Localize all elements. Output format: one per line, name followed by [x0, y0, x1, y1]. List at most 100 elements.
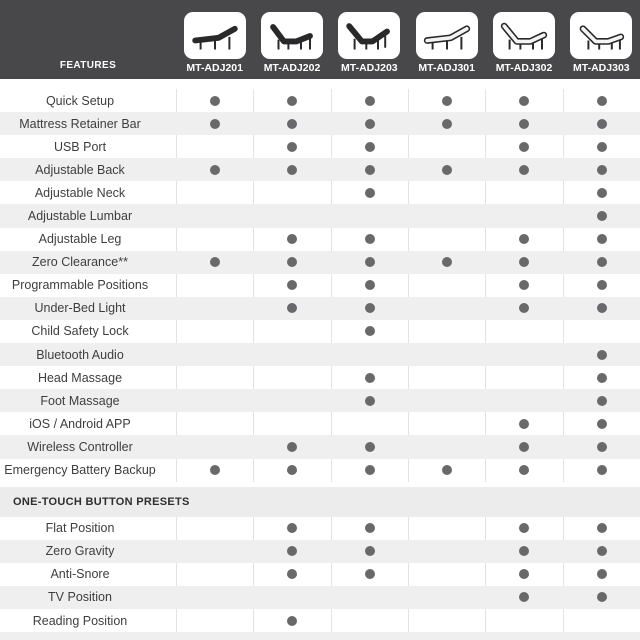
- feature-dot-icon: [364, 118, 375, 129]
- feature-dot-icon: [596, 418, 607, 429]
- feature-cell: [485, 540, 562, 563]
- feature-cell: [485, 319, 562, 344]
- feature-dot-icon: [364, 187, 375, 198]
- feature-cell: [485, 343, 562, 366]
- feature-cell: [176, 297, 253, 320]
- feature-row: Emergency Battery Backup: [0, 458, 640, 482]
- table-header: FEATURES MT-ADJ201 MT-ADJ202 MT-ADJ203 MT-A…: [0, 0, 640, 79]
- feature-dot-icon: [364, 372, 375, 383]
- feature-dot-icon: [287, 234, 298, 245]
- feature-dot-icon: [364, 441, 375, 452]
- feature-cell: [485, 112, 562, 135]
- feature-cell: [176, 412, 253, 436]
- feature-cell: [176, 343, 253, 366]
- feature-cell: [176, 251, 253, 274]
- feature-cell: [408, 608, 485, 633]
- feature-cell: [176, 562, 253, 586]
- model-name: MT-ADJ201: [186, 62, 243, 74]
- feature-dot-icon: [210, 95, 221, 106]
- product-thumbnail: [183, 12, 246, 59]
- feature-cell: [176, 181, 253, 205]
- feature-cell: [485, 435, 562, 458]
- feature-dot-icon: [519, 569, 530, 580]
- feature-cell: [408, 227, 485, 251]
- feature-cell: [408, 562, 485, 586]
- feature-cell: [253, 586, 330, 609]
- model-column-header: MT-ADJ202: [253, 12, 330, 79]
- feature-label: Anti-Snore: [50, 567, 110, 582]
- feature-dot-icon: [287, 303, 298, 314]
- feature-dot-icon: [287, 615, 298, 626]
- feature-cell: [176, 516, 253, 540]
- feature-dot-icon: [442, 257, 453, 268]
- feature-cell: [485, 297, 562, 320]
- feature-label: Adjustable Leg: [38, 232, 122, 247]
- feature-cell: [253, 412, 330, 436]
- feature-cell: [408, 366, 485, 390]
- feature-cell: [253, 204, 330, 227]
- feature-cell: [408, 412, 485, 436]
- bed-slight-incline-dark-icon: [188, 17, 242, 55]
- feature-cell: [563, 158, 640, 181]
- feature-dot-icon: [519, 234, 530, 245]
- feature-dot-icon: [596, 141, 607, 152]
- feature-cell: [408, 181, 485, 205]
- feature-dot-icon: [364, 523, 375, 534]
- feature-cell: [485, 608, 562, 633]
- feature-row: iOS / Android APP: [0, 412, 640, 436]
- feature-cell: [563, 435, 640, 458]
- feature-dot-icon: [596, 118, 607, 129]
- feature-cell: [330, 608, 408, 633]
- feature-dot-icon: [210, 164, 221, 175]
- feature-row: Programmable Positions: [0, 273, 640, 297]
- feature-cell: [485, 273, 562, 297]
- table-body: Quick Setup Mattress Retainer Bar USB Port…: [0, 89, 640, 633]
- feature-cell: [330, 273, 408, 297]
- feature-label: Wireless Controller: [27, 439, 133, 454]
- feature-cell: [330, 319, 408, 344]
- model-name: MT-ADJ203: [341, 62, 398, 74]
- product-thumbnail: [415, 12, 478, 59]
- feature-cell: [485, 89, 562, 113]
- feature-cell: [331, 251, 408, 274]
- feature-cell: [176, 540, 253, 563]
- feature-cell: [485, 562, 562, 586]
- feature-cell: [485, 204, 562, 227]
- feature-cell: [253, 297, 330, 320]
- feature-cell: [563, 112, 640, 135]
- feature-dot-icon: [596, 349, 607, 360]
- feature-row: Wireless Controller: [0, 435, 640, 459]
- feature-dot-icon: [596, 569, 607, 580]
- feature-dot-icon: [596, 546, 607, 557]
- feature-cell: [253, 181, 330, 205]
- feature-dot-icon: [519, 164, 530, 175]
- feature-cell: [562, 181, 640, 205]
- product-thumbnail: [492, 12, 555, 59]
- feature-cell: [563, 343, 640, 366]
- feature-cell: [331, 297, 408, 320]
- feature-label: Adjustable Back: [35, 162, 125, 177]
- feature-label: Emergency Battery Backup: [4, 463, 156, 478]
- feature-row: Head Massage: [0, 366, 640, 390]
- feature-cell: [485, 135, 562, 159]
- feature-row: Adjustable Back: [0, 158, 640, 182]
- feature-dot-icon: [519, 592, 530, 603]
- feature-row: Zero Clearance**: [0, 250, 640, 274]
- feature-cell: [562, 458, 640, 482]
- feature-cell: [330, 458, 408, 482]
- feature-dot-icon: [596, 280, 607, 291]
- feature-cell: [253, 562, 330, 586]
- feature-cell: [176, 135, 253, 159]
- feature-cell: [253, 89, 330, 113]
- feature-dot-icon: [364, 326, 375, 337]
- feature-cell: [408, 586, 485, 609]
- feature-cell: [408, 297, 485, 320]
- feature-cell: [253, 135, 330, 159]
- feature-cell: [562, 273, 640, 297]
- feature-label: Reading Position: [32, 613, 128, 628]
- feature-cell: [408, 343, 485, 366]
- feature-cell: [331, 586, 408, 609]
- feature-cell: [562, 319, 640, 344]
- feature-dot-icon: [442, 95, 453, 106]
- feature-dot-icon: [287, 257, 298, 268]
